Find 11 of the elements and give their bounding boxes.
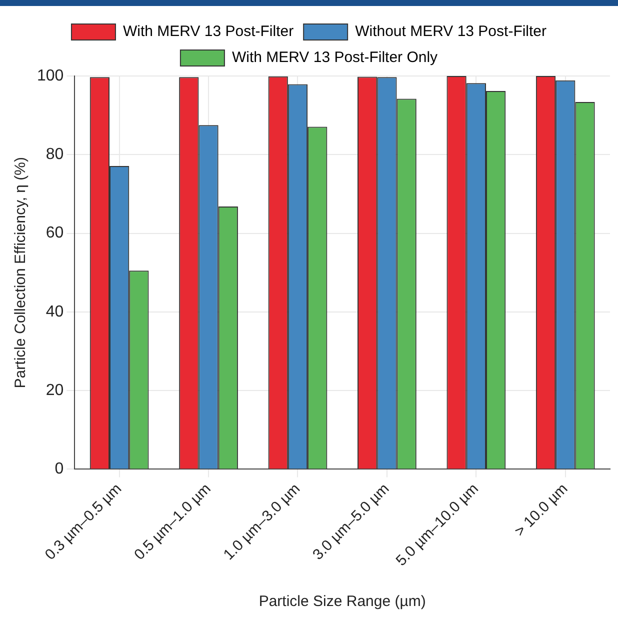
- legend-label: With MERV 13 Post-Filter: [122, 23, 294, 40]
- y-tick-label: 20: [46, 382, 64, 399]
- y-tick-label: 80: [46, 146, 64, 164]
- y-tick-label: 100: [36, 67, 64, 84]
- y-tick-label: 0: [54, 460, 64, 478]
- y-axis-title: Particle Collection Efficiency, η (%): [12, 156, 30, 388]
- y-tick-label: 40: [46, 303, 64, 320]
- y-tick-label: 60: [46, 224, 64, 242]
- x-axis-title: Particle Size Range (µm): [258, 593, 426, 610]
- legend-label: Without MERV 13 Post-Filter: [355, 23, 547, 40]
- legend-label: With MERV 13 Post-Filter Only: [232, 49, 438, 66]
